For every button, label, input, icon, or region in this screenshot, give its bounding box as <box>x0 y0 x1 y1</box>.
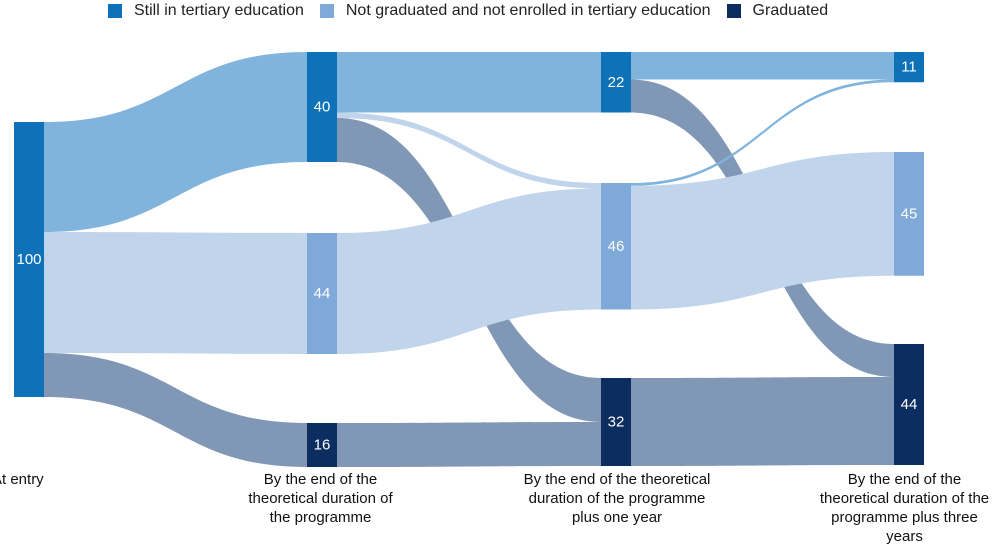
flow-links <box>44 52 894 467</box>
legend-swatch-still <box>108 4 122 18</box>
node-value-s3-still: 11 <box>901 59 917 76</box>
node-s2-still <box>601 52 631 113</box>
stage-label-entry: At entry <box>0 471 44 488</box>
legend-swatch-graduated <box>726 4 741 18</box>
stage-label-plus-three-years: By the end of the theoretical duration o… <box>819 471 990 545</box>
legend-label-graduated: Graduated <box>752 2 829 19</box>
legend: Still in tertiary education Not graduate… <box>108 0 844 22</box>
node-s3-not <box>894 152 924 276</box>
flow-entry-to-s1-grad <box>44 353 307 467</box>
node-value-s2-not: 46 <box>608 238 625 255</box>
node-s2-grad <box>601 378 631 466</box>
node-value-s2-grad: 32 <box>608 414 625 431</box>
stage-label-end-of-programme: By the end of the theoretical duration o… <box>248 471 393 526</box>
node-s1-grad <box>307 423 337 467</box>
legend-item-still: Still in tertiary education <box>108 2 304 20</box>
flow-s1-still-to-s2-still <box>337 52 601 113</box>
node-entry <box>14 122 44 397</box>
node-value-s1-not: 44 <box>314 285 331 302</box>
node-s3-grad <box>894 344 924 465</box>
legend-label-still: Still in tertiary education <box>134 2 304 19</box>
nodes: 100 40 44 16 22 46 32 11 45 44 <box>14 52 924 467</box>
node-value-entry: 100 <box>16 251 41 268</box>
node-value-s1-still: 40 <box>314 99 331 116</box>
node-value-s3-grad: 44 <box>901 396 918 413</box>
legend-item-not-enrolled: Not graduated and not enrolled in tertia… <box>319 2 711 20</box>
flow-s2-not-to-s3-not <box>631 152 894 310</box>
flow-s1-not-to-s2-not <box>337 188 601 354</box>
flow-s1-grad-to-s2-grad <box>337 422 601 467</box>
node-s1-still <box>307 52 337 162</box>
stage-label-plus-one-year: By the end of the theoretical duration o… <box>523 471 711 526</box>
flow-s1-still-to-s2-not <box>337 112 601 189</box>
legend-item-graduated: Graduated <box>726 2 829 20</box>
flow-entry-to-s1-not <box>44 232 307 354</box>
legend-label-not-enrolled: Not graduated and not enrolled in tertia… <box>345 2 711 19</box>
node-value-s2-still: 22 <box>608 74 625 91</box>
node-value-s1-grad: 16 <box>314 437 331 454</box>
node-s2-not <box>601 183 631 310</box>
node-value-s3-not: 45 <box>901 205 918 222</box>
legend-swatch-not-enrolled <box>319 4 334 18</box>
node-s1-not <box>307 233 337 354</box>
flow-s2-grad-to-s3-grad <box>631 377 894 466</box>
node-s3-still <box>894 52 924 83</box>
flow-entry-to-s1-still <box>44 52 307 232</box>
flow-s2-not-to-s3-still <box>631 79 894 186</box>
flow-s2-still-to-s3-still <box>631 52 894 80</box>
